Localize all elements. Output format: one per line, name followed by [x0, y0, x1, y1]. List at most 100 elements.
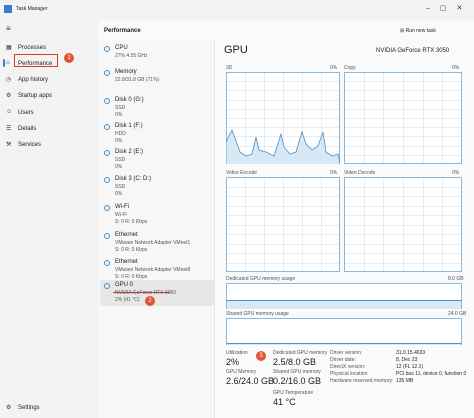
device-icon [104, 233, 110, 239]
run-new-task[interactable]: ⊞ Run new task [400, 28, 436, 34]
device-name[interactable]: Memory [115, 69, 137, 75]
nav-icon: ☰ [6, 126, 12, 132]
device-name[interactable]: CPU [115, 45, 128, 51]
gpu-model: NVIDIA GeForce RTX 3050 [376, 48, 450, 54]
nav-icon: ▦ [6, 45, 12, 51]
nav-item[interactable]: App history [18, 77, 49, 83]
grid-line [245, 73, 246, 163]
device-detail: 2% (41 °C) [115, 297, 140, 303]
device-name[interactable]: Ethernet [115, 259, 138, 265]
device-name[interactable]: GPU 0 [115, 282, 134, 288]
stat-value: 0.2/16.0 GB [273, 376, 322, 386]
stat-label: Dedicated GPU memory [273, 350, 328, 356]
device-name[interactable]: Disk 3 (C: D:) [115, 176, 151, 182]
device-name[interactable]: Wi-Fi [115, 204, 129, 210]
graph-max: 0% [452, 170, 460, 176]
grid-line [403, 178, 404, 271]
nav-item[interactable]: Performance [18, 61, 53, 67]
graph-label: Copy [344, 65, 356, 71]
memory-fill [227, 343, 461, 345]
device-detail: 0% [115, 112, 123, 118]
underline [113, 292, 170, 293]
nav-item[interactable]: Users [18, 110, 34, 116]
stat-label: GPU Memory [226, 369, 257, 375]
device-detail: 27% 4.55 GHz [115, 53, 148, 59]
info-value: 12 (FL 12.1) [396, 364, 424, 370]
menu-button[interactable]: ≡ [6, 24, 11, 33]
device-name[interactable]: Ethernet [115, 232, 138, 238]
nav-item[interactable]: Processes [18, 45, 47, 51]
nav-indicator [3, 59, 5, 67]
memory-graph [226, 318, 462, 345]
graph-max: 0% [330, 170, 338, 176]
badge: 3 [256, 351, 266, 361]
device-icon [104, 124, 110, 130]
device-list [98, 40, 215, 418]
badge: 1 [64, 53, 74, 63]
graph-max: 0% [330, 65, 338, 71]
grid-line [363, 178, 365, 271]
device-detail: SSD [115, 157, 126, 163]
window-controls[interactable]: –▢✕ [426, 5, 473, 12]
device-icon [104, 98, 110, 104]
window-title: Task Manager [16, 6, 48, 12]
stat-label: Utilization [226, 350, 248, 356]
device-detail: VMware Network Adapter VMnet8 [115, 267, 191, 273]
memory-graph-label: Dedicated GPU memory usage [226, 276, 296, 282]
device-detail: NVIDIA GeForce RTX 3050 [115, 290, 177, 296]
device-icon [104, 46, 110, 52]
nav-icon: ☺ [6, 109, 13, 115]
info-label: Hardware reserved memory: [330, 378, 394, 384]
grid-line [321, 73, 322, 163]
grid-line [321, 178, 322, 271]
detail-title: GPU [224, 44, 248, 56]
info-value: 31.0.15.4633 [396, 350, 426, 356]
device-detail: HDD [115, 131, 126, 137]
info-value: 135 MB [396, 378, 414, 384]
info-value: PCI bus 11, device 0, function 0 [396, 371, 467, 377]
memory-graph-max: 8.0 GB [448, 276, 464, 282]
grid-line [422, 178, 424, 271]
graph-max: 0% [452, 65, 460, 71]
info-label: DirectX version: [330, 364, 366, 370]
grid-line [403, 73, 404, 163]
memory-graph-label: Shared GPU memory usage [226, 311, 289, 317]
grid-line [302, 178, 303, 271]
device-detail: SSD [115, 105, 126, 111]
grid-line [422, 73, 424, 163]
memory-fill [227, 300, 461, 309]
device-icon [104, 150, 110, 156]
nav-icon: ⚒ [6, 142, 12, 148]
device-detail: VMware Network Adapter VMnet1 [115, 240, 191, 246]
selected-device [100, 280, 214, 306]
grid-line [283, 178, 284, 271]
app-icon [4, 5, 12, 13]
badge: 2 [145, 296, 155, 306]
stat-value: 2.6/24.0 GB [226, 376, 275, 386]
device-detail: S: 0 R: 0 Kbps [115, 274, 148, 280]
graph-label: Video Encode [226, 170, 258, 176]
device-name[interactable]: Disk 0 (G:) [115, 97, 144, 103]
stat-value: 41 °C [273, 397, 296, 407]
nav-item[interactable]: Details [18, 126, 37, 132]
graph-label: 3D [226, 65, 233, 71]
stat-label: Shared GPU memory [273, 369, 321, 375]
stat-value: 2.5/8.0 GB [273, 357, 317, 367]
nav-item[interactable]: Services [18, 142, 42, 148]
device-icon [104, 205, 110, 211]
device-icon [104, 260, 110, 266]
nav-item[interactable]: Settings [18, 405, 40, 411]
device-icon [104, 177, 110, 183]
nav-item[interactable]: Startup apps [18, 93, 53, 99]
grid-line [442, 73, 444, 163]
device-detail: Wi-Fi [115, 212, 127, 218]
nav-icon: ⚙ [6, 405, 12, 411]
usage-line [226, 129, 340, 164]
device-name[interactable]: Disk 1 (F:) [115, 123, 143, 129]
info-label: Physical location: [330, 371, 369, 377]
device-name[interactable]: Disk 2 (E:) [115, 149, 144, 155]
info-value: 8, Dec 23 [396, 357, 418, 363]
device-detail: S: 0 R: 0 Kbps [115, 219, 148, 225]
nav-icon: ⚙ [6, 93, 12, 99]
grid-line [283, 73, 284, 163]
